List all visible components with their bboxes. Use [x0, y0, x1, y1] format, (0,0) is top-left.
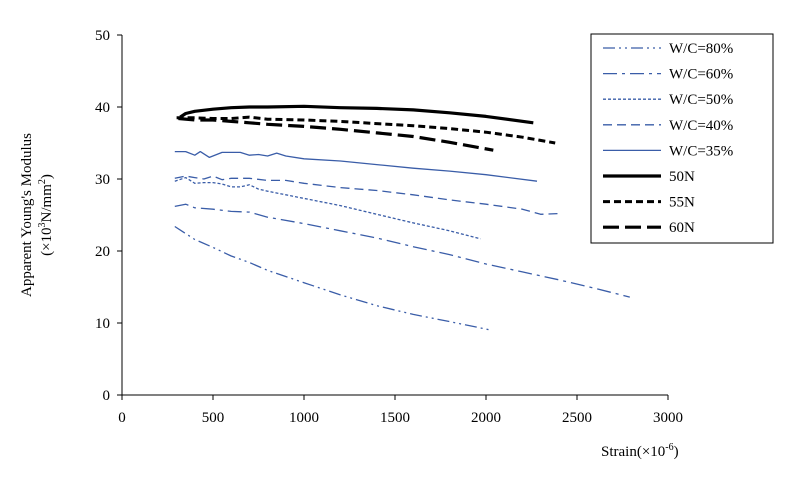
series-line-w-c-50-	[174, 176, 481, 240]
series-line-w-c-60-	[174, 203, 630, 298]
x-tick-label: 1000	[289, 410, 319, 426]
legend-label: W/C=60%	[669, 67, 733, 83]
x-axis-title-base: Strain(×10	[601, 444, 665, 460]
x-axis-title-tail: )	[674, 444, 679, 460]
y-axis-title-sup2: 2	[37, 179, 48, 184]
legend: W/C=80% W/C=60% W/C=50% W/C=40% W/C=35% 50N 55…	[590, 33, 774, 244]
y-tick-label: 0	[103, 388, 111, 404]
legend-label: W/C=40%	[669, 118, 733, 134]
x-tick-label: 0	[118, 410, 126, 426]
x-tick-label: 1500	[380, 410, 410, 426]
y-tick-label: 10	[95, 316, 110, 332]
series-line-60n	[178, 116, 494, 152]
y-axis-title-base: (×10	[39, 227, 55, 255]
y-tick-label: 20	[95, 244, 110, 260]
legend-label: W/C=50%	[669, 92, 733, 108]
series-layer	[174, 104, 630, 331]
y-axis-title-sup1: 3	[37, 222, 48, 227]
x-axis-title: Strain(×10-6)	[601, 442, 679, 460]
y-axis-title-tail: )	[39, 174, 55, 179]
legend-label: 50N	[669, 169, 695, 185]
legend-label: 55N	[669, 195, 695, 211]
legend-box	[590, 33, 774, 244]
y-tick-label: 30	[95, 172, 110, 188]
series-line-w-c-80-	[174, 225, 492, 331]
y-tick-label: 50	[95, 28, 110, 44]
x-tick-label: 2500	[562, 410, 592, 426]
y-axis-title-line2: (×103N/mm2)	[37, 174, 55, 256]
series-line-w-c-35-	[174, 150, 538, 182]
x-axis-title-sup: -6	[665, 442, 673, 453]
legend-label: 60N	[669, 220, 695, 236]
series-line-w-c-40-	[174, 175, 559, 215]
x-tick-label: 3000	[653, 410, 683, 426]
series-line-55n	[176, 115, 556, 145]
x-tick-label: 2000	[471, 410, 501, 426]
legend-label: W/C=35%	[669, 143, 733, 159]
x-tick-label: 500	[202, 410, 225, 426]
legend-label: W/C=80%	[669, 41, 733, 57]
y-tick-label: 40	[95, 100, 110, 116]
y-axis-title-mid: N/mm	[39, 184, 55, 223]
series-line-50n	[179, 104, 534, 125]
y-axis-title-line1: Apparent Young's Modulus	[19, 133, 35, 297]
